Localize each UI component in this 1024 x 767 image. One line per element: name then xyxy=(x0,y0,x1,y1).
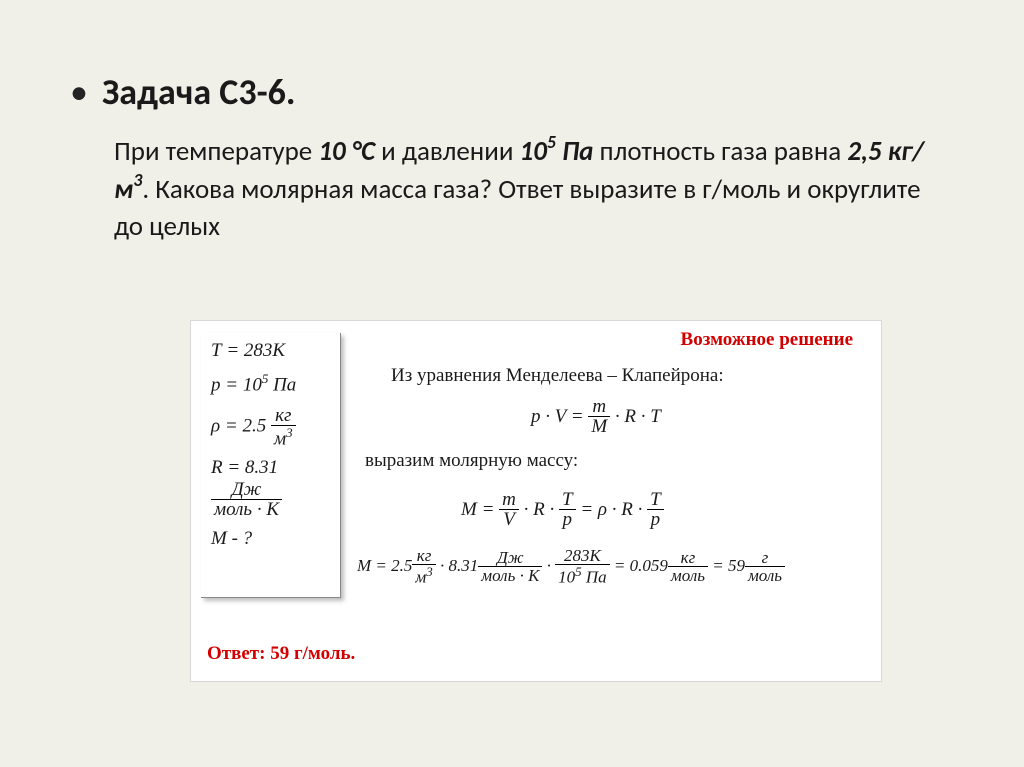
solution-area: Возможное решение Из уравнения Менделеев… xyxy=(361,327,871,671)
frac-den: 105 Па xyxy=(555,565,610,586)
solution-line-2: выразим молярную массу: xyxy=(365,450,871,472)
frac-num: Дж xyxy=(478,549,542,567)
text: При температуре xyxy=(114,135,318,168)
problem-statement: При температуре 10 °С и давлении 105 Па … xyxy=(114,132,934,245)
frac-den: моль xyxy=(745,567,785,584)
pressure-exp: 5 xyxy=(547,131,556,153)
text: = 0.059 xyxy=(614,556,668,576)
frac-den: моль · К xyxy=(211,500,282,519)
frac-num: m xyxy=(499,490,519,510)
lhs: p · V = xyxy=(531,406,584,428)
text: м xyxy=(274,428,286,449)
frac-den: V xyxy=(499,510,519,529)
solution-line-1: Из уравнения Менделеева – Клапейрона: xyxy=(391,365,871,387)
text: · R · xyxy=(524,499,555,521)
title-row: • Задача С3-6. xyxy=(70,70,954,114)
equation-1: p · V = mM · R · T xyxy=(531,397,871,436)
frac-den: моль xyxy=(668,567,708,584)
bullet-icon: • xyxy=(70,74,88,110)
text: = ρ · R · xyxy=(580,499,642,521)
frac-den: M xyxy=(588,417,610,436)
text: · xyxy=(547,556,551,576)
text: = 59 xyxy=(712,556,745,576)
slide: • Задача С3-6. При температуре 10 °С и д… xyxy=(0,0,1024,767)
text: M = 2.5 xyxy=(357,556,412,576)
text: R = 8.31 xyxy=(211,458,278,479)
exp: 3 xyxy=(426,564,433,579)
frac-den: м3 xyxy=(271,426,296,448)
unit: Па xyxy=(268,374,296,395)
frac-den: м3 xyxy=(412,565,435,586)
frac-num: кг xyxy=(668,549,708,567)
given-unknown: М - ? xyxy=(211,529,334,550)
text: · 8.31 xyxy=(440,556,478,576)
text: 10 xyxy=(558,568,575,587)
frac-num: кг xyxy=(271,406,296,426)
given-gas-constant: R = 8.31 Дж моль · К xyxy=(211,458,334,518)
given-temperature: Т = 283К xyxy=(211,341,334,362)
solution-panel: Т = 283К р = 105 Па ρ = 2.5 кг м3 R = 8.… xyxy=(190,320,882,682)
frac-num: кг xyxy=(412,547,435,565)
frac-num: T xyxy=(647,490,664,510)
given-pressure: р = 105 Па xyxy=(211,372,334,396)
text: . Какова молярная масса газа? Ответ выра… xyxy=(114,173,921,242)
text: и давлении xyxy=(375,135,519,168)
density-exp: 3 xyxy=(133,169,142,191)
text: м xyxy=(415,568,426,587)
frac-den: p xyxy=(647,510,664,529)
text: M = xyxy=(461,499,494,521)
pressure-unit: Па xyxy=(556,135,593,168)
rhs: · R · T xyxy=(615,406,661,428)
unit: Па xyxy=(582,568,607,587)
exp: 3 xyxy=(286,425,293,440)
given-data-box: Т = 283К р = 105 Па ρ = 2.5 кг м3 R = 8.… xyxy=(201,333,341,598)
text: р = 10 xyxy=(211,374,262,395)
solution-heading: Возможное решение xyxy=(361,329,853,351)
frac-den: моль · К xyxy=(478,567,542,584)
frac-num: 283К xyxy=(555,547,610,565)
frac-num: T xyxy=(559,490,576,510)
frac-num: Дж xyxy=(211,480,282,500)
problem-title: Задача С3-6. xyxy=(102,70,296,114)
text: ρ = 2.5 xyxy=(211,416,266,437)
temperature: 10 °С xyxy=(318,135,375,168)
frac-den: p xyxy=(559,510,576,529)
text: плотность газа равна xyxy=(593,135,847,168)
frac-num: m xyxy=(588,397,610,417)
pressure-base: 10 xyxy=(520,135,547,168)
frac-num: г xyxy=(745,549,785,567)
equation-final: M = 2.5 кгм3 · 8.31 Джмоль · К · 283К105… xyxy=(357,547,871,586)
given-density: ρ = 2.5 кг м3 xyxy=(211,406,334,448)
equation-2: M = mV · R · Tp = ρ · R · Tp xyxy=(461,490,871,529)
answer-text: Ответ: 59 г/моль. xyxy=(207,643,355,665)
